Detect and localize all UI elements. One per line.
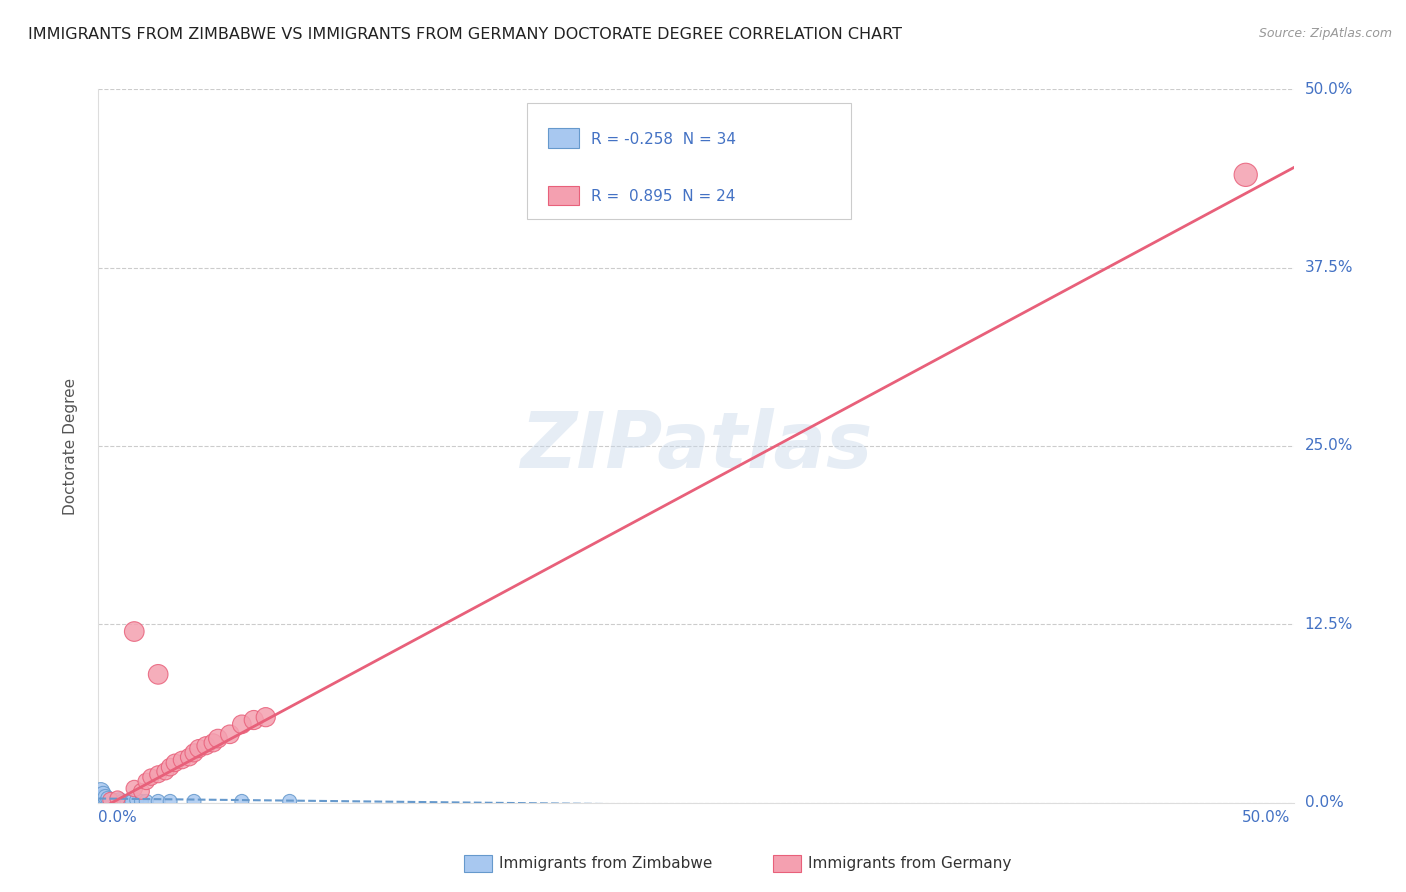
Text: R =  0.895  N = 24: R = 0.895 N = 24 bbox=[591, 189, 735, 203]
Point bbox=[90, 793, 112, 807]
Point bbox=[231, 717, 253, 731]
Point bbox=[94, 790, 117, 805]
Point bbox=[97, 791, 120, 805]
Point bbox=[94, 791, 117, 805]
Point bbox=[179, 750, 201, 764]
Point bbox=[163, 756, 186, 770]
Text: 50.0%: 50.0% bbox=[1305, 82, 1353, 96]
Point bbox=[131, 794, 153, 808]
Point bbox=[90, 794, 112, 808]
Point bbox=[124, 781, 146, 796]
Point bbox=[91, 791, 114, 805]
Text: 37.5%: 37.5% bbox=[1305, 260, 1353, 275]
Point bbox=[98, 793, 122, 807]
Point bbox=[159, 794, 181, 808]
Text: R = -0.258  N = 34: R = -0.258 N = 34 bbox=[591, 132, 735, 146]
Point bbox=[90, 784, 112, 798]
Point bbox=[148, 794, 170, 808]
Point bbox=[101, 793, 124, 807]
Text: IMMIGRANTS FROM ZIMBABWE VS IMMIGRANTS FROM GERMANY DOCTORATE DEGREE CORRELATION: IMMIGRANTS FROM ZIMBABWE VS IMMIGRANTS F… bbox=[28, 27, 903, 42]
Point bbox=[1234, 168, 1257, 182]
Text: Immigrants from Zimbabwe: Immigrants from Zimbabwe bbox=[499, 856, 713, 871]
Text: 25.0%: 25.0% bbox=[1305, 439, 1353, 453]
Point bbox=[139, 770, 162, 784]
Point bbox=[148, 767, 170, 781]
Point bbox=[91, 787, 114, 801]
Point bbox=[91, 793, 114, 807]
Text: 12.5%: 12.5% bbox=[1305, 617, 1353, 632]
Point bbox=[231, 794, 253, 808]
Point bbox=[135, 794, 157, 808]
Point bbox=[101, 794, 124, 808]
Text: 0.0%: 0.0% bbox=[98, 810, 138, 825]
Text: 50.0%: 50.0% bbox=[1243, 810, 1291, 825]
Point bbox=[148, 667, 170, 681]
Point bbox=[104, 794, 127, 808]
Point bbox=[202, 736, 225, 750]
Point bbox=[278, 794, 301, 808]
Point bbox=[194, 739, 217, 753]
Point bbox=[91, 794, 114, 808]
Point bbox=[254, 710, 277, 724]
Point bbox=[94, 794, 117, 808]
Text: 0.0%: 0.0% bbox=[1305, 796, 1343, 810]
Point bbox=[108, 793, 131, 807]
Point bbox=[207, 731, 229, 746]
Point bbox=[107, 794, 129, 808]
Point bbox=[155, 764, 177, 779]
Point bbox=[131, 784, 153, 798]
Point bbox=[183, 794, 205, 808]
Point bbox=[97, 793, 120, 807]
Point bbox=[135, 774, 157, 789]
Y-axis label: Doctorate Degree: Doctorate Degree bbox=[63, 377, 77, 515]
Point bbox=[159, 760, 181, 774]
Text: ZIPatlas: ZIPatlas bbox=[520, 408, 872, 484]
Point bbox=[125, 793, 148, 807]
Point bbox=[98, 794, 122, 808]
Point bbox=[111, 794, 134, 808]
Point bbox=[219, 727, 242, 741]
Point bbox=[183, 746, 205, 760]
Text: Immigrants from Germany: Immigrants from Germany bbox=[808, 856, 1012, 871]
Point bbox=[91, 790, 114, 805]
Point bbox=[243, 713, 266, 727]
Point bbox=[187, 741, 209, 756]
Point bbox=[124, 624, 146, 639]
Text: Source: ZipAtlas.com: Source: ZipAtlas.com bbox=[1258, 27, 1392, 40]
Point bbox=[94, 793, 117, 807]
Point bbox=[90, 789, 112, 803]
Point bbox=[115, 794, 138, 808]
Point bbox=[172, 753, 194, 767]
Point bbox=[97, 794, 120, 808]
Point bbox=[121, 794, 143, 808]
Point bbox=[107, 791, 129, 805]
Point bbox=[98, 793, 122, 807]
